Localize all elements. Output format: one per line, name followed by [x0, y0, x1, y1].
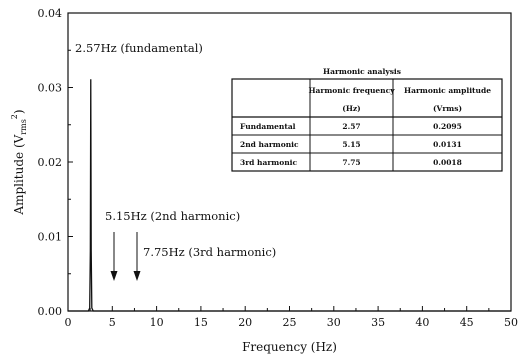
y-axis-title-main: Amplitude (V [12, 134, 26, 215]
table-unit-frequency: (Hz) [342, 104, 360, 113]
annotation-2nd-harmonic: 5.15Hz (2nd harmonic) [105, 209, 240, 223]
annotation-3rd-harmonic: 7.75Hz (3rd harmonic) [143, 245, 276, 259]
x-tick-label: 30 [327, 316, 341, 329]
table-cell-frequency: 5.15 [342, 140, 360, 149]
y-tick-label: 0.04 [38, 7, 63, 20]
y-tick-label: 0.00 [38, 305, 63, 318]
table-cell-amplitude: 0.2095 [433, 122, 462, 131]
x-tick-label: 35 [371, 316, 385, 329]
table-cell-frequency: 7.75 [342, 158, 360, 167]
x-tick-label: 25 [283, 316, 297, 329]
series-group [68, 79, 511, 312]
x-tick-label: 40 [415, 316, 429, 329]
table-cell-amplitude: 0.0131 [433, 140, 462, 149]
y-tick-label: 0.02 [38, 156, 63, 169]
x-tick-label: 0 [65, 316, 72, 329]
spectrum-line [68, 79, 511, 312]
table-header-amplitude: Harmonic amplitude [404, 86, 491, 95]
x-tick-label: 15 [194, 316, 208, 329]
x-tick-label: 50 [504, 316, 518, 329]
x-axis-title: Frequency (Hz) [242, 340, 337, 354]
y-axis-title: Amplitude (Vrms2) [10, 109, 28, 215]
x-axis-ticks: 0 5 10 15 20 25 30 35 40 45 50 [65, 306, 518, 329]
annotation-fundamental: 2.57Hz (fundamental) [75, 41, 203, 55]
table-row-label: 3rd harmonic [240, 158, 298, 167]
x-tick-label: 20 [238, 316, 252, 329]
table-row-label: Fundamental [240, 122, 296, 131]
x-tick-label: 10 [150, 316, 164, 329]
y-axis-title-sub: rms [19, 119, 28, 135]
arrowhead-2nd-harmonic [110, 271, 118, 281]
arrow-3rd-harmonic [133, 232, 141, 281]
x-tick-label: 45 [460, 316, 474, 329]
arrow-2nd-harmonic [110, 232, 118, 281]
table-border [231, 78, 503, 172]
x-tick-label: 5 [109, 316, 116, 329]
table-cell-amplitude: 0.0018 [433, 158, 462, 167]
y-axis-title-sup: 2 [10, 114, 19, 119]
table-unit-amplitude: (Vrms) [433, 104, 462, 113]
y-tick-label: 0.03 [38, 82, 63, 95]
table-header-frequency: Harmonic frequency [308, 86, 395, 95]
arrowhead-3rd-harmonic [133, 271, 141, 281]
table-title: Harmonic analysis [323, 67, 401, 76]
y-axis-title-close: ) [12, 109, 26, 114]
harmonic-table: Harmonic analysis Harmonic frequency Har… [231, 67, 503, 172]
table-cell-frequency: 2.57 [342, 122, 360, 131]
y-tick-label: 0.01 [38, 231, 63, 244]
table-row-label: 2nd harmonic [240, 140, 299, 149]
